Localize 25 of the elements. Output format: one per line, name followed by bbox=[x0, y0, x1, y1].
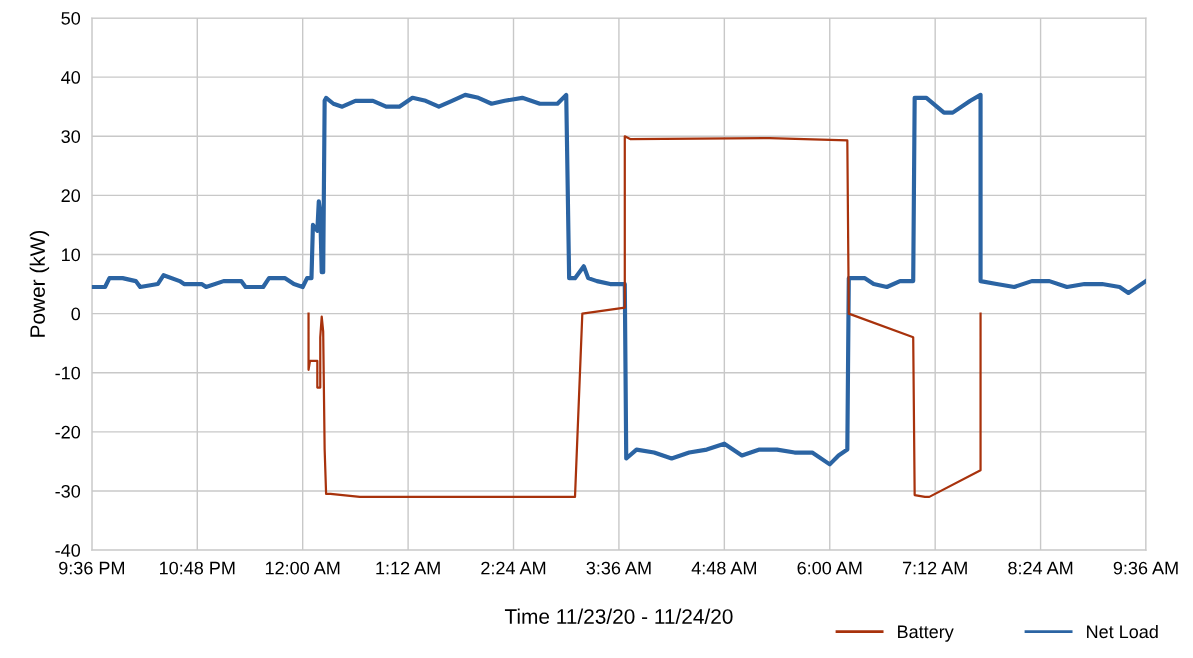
y-tick-label: -10 bbox=[55, 366, 81, 380]
x-axis-title: Time 11/23/20 - 11/24/20 bbox=[504, 608, 733, 624]
x-tick-label: 2:24 AM bbox=[481, 561, 546, 575]
y-tick-label: -30 bbox=[55, 484, 81, 498]
y-tick-label: 40 bbox=[61, 71, 81, 84]
x-tick-label: 9:36 AM bbox=[1113, 561, 1178, 575]
x-tick-label: 1:12 AM bbox=[376, 561, 440, 575]
y-axis-title: Power (kW) bbox=[29, 230, 50, 337]
legend-label: Battery bbox=[898, 625, 954, 642]
y-tick-label: 10 bbox=[62, 248, 81, 262]
x-tick-label: 7:12 AM bbox=[902, 561, 967, 575]
y-tick-label: -20 bbox=[55, 425, 81, 439]
y-tick-label: 0 bbox=[71, 307, 81, 321]
x-tick-label: 8:24 AM bbox=[1008, 561, 1073, 575]
y-tick-label: -40 bbox=[55, 544, 81, 557]
y-tick-label: 20 bbox=[61, 189, 81, 203]
y-tick-label: 50 bbox=[61, 11, 81, 25]
x-tick-label: 6:00 AM bbox=[797, 561, 862, 575]
y-tick-label: 30 bbox=[61, 130, 81, 143]
x-tick-label: 3:36 AM bbox=[586, 561, 651, 575]
x-tick-label: 10:48 PM bbox=[160, 561, 235, 575]
x-tick-label: 9:36 PM bbox=[59, 561, 124, 575]
x-tick-label: 4:48 AM bbox=[691, 561, 756, 575]
x-tick-label: 12:00 AM bbox=[265, 561, 340, 575]
legend-label: Net Load bbox=[1087, 624, 1158, 639]
